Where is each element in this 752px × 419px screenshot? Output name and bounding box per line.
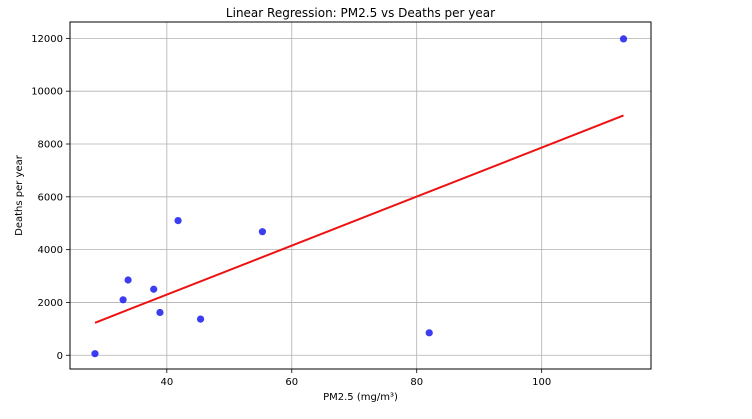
data-point-8 [425, 329, 433, 337]
y-tick-label-2: 4000 [38, 245, 63, 256]
data-point-9 [619, 35, 628, 43]
x-tick-label-1: 60 [285, 377, 298, 388]
grid [70, 22, 651, 369]
data-point-0 [91, 350, 99, 358]
y-tick-label-4: 8000 [38, 140, 63, 151]
x-axis-ticks: 40 60 80 100 [160, 369, 551, 388]
data-point-6 [196, 315, 205, 323]
plot-frame [69, 21, 652, 370]
x-axis-label: PM2.5 (mg/m³) [323, 392, 398, 403]
x-tick-label-0: 40 [160, 377, 173, 388]
x-tick-label-3: 100 [532, 377, 551, 388]
data-point-1 [119, 296, 127, 304]
scatter-points [91, 35, 628, 358]
y-tick-label-3: 6000 [38, 192, 63, 203]
data-point-3 [150, 285, 158, 293]
y-tick-label-5: 10000 [31, 87, 63, 98]
y-axis-label: Deaths per year [14, 154, 25, 236]
y-tick-label-0: 0 [57, 351, 63, 362]
y-axis-ticks: 0 2000 4000 6000 8000 10000 12000 [31, 34, 70, 362]
regression-line [94, 114, 624, 324]
data-point-5 [174, 216, 182, 225]
data-point-7 [258, 228, 267, 236]
x-tick-label-2: 80 [410, 377, 423, 388]
data-point-4 [156, 308, 164, 317]
chart-title: Linear Regression: PM2.5 vs Deaths per y… [226, 6, 495, 20]
data-point-2 [124, 276, 132, 284]
regression-line-group [94, 114, 624, 324]
y-tick-label-1: 2000 [38, 298, 63, 309]
y-tick-label-6: 12000 [31, 34, 63, 45]
